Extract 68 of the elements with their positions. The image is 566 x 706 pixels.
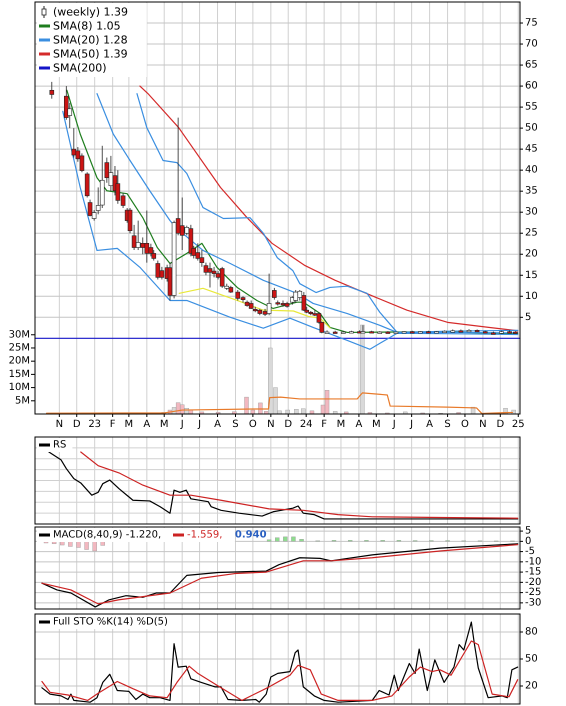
- legend-label: SMA(200): [53, 62, 107, 74]
- x-tick-label: A: [143, 419, 150, 430]
- y-tick-label: 15: [525, 270, 538, 281]
- legend-label: (weekly) 1.39: [53, 6, 128, 18]
- x-tick-label: J: [180, 419, 184, 430]
- y-tick-label: -20: [525, 576, 542, 588]
- y-tick-label: -15: [525, 566, 542, 578]
- y2-tick-label: 20M: [8, 356, 30, 367]
- x-tick-label: O: [248, 419, 257, 430]
- x-tick-label: J: [197, 419, 202, 430]
- x-tick-label: S: [232, 419, 239, 430]
- y-tick-label: 20: [525, 680, 538, 692]
- x-tick-label: N: [267, 419, 275, 430]
- y-tick-label: -30: [525, 597, 542, 608]
- x-tick-label: S: [444, 419, 451, 430]
- x-tick-label: J: [392, 419, 396, 430]
- legend-label: SMA(50) 1.39: [53, 48, 128, 60]
- y-tick-label: 25: [525, 228, 538, 239]
- y-tick-label: 30: [525, 206, 538, 218]
- y-tick-label: 0: [525, 536, 532, 547]
- legend-label: -1.559,: [187, 530, 222, 540]
- y-tick-label: 80: [525, 626, 538, 638]
- x-tick-label: J: [409, 419, 414, 430]
- y-tick-label: 65: [525, 60, 538, 71]
- x-tick-label: F: [321, 419, 328, 430]
- y-tick-label: 5: [525, 312, 532, 323]
- legend-label: MACD(8,40,9) -1.220,: [53, 530, 162, 540]
- x-tick-label: A: [214, 419, 222, 430]
- y2-tick-label: 10M: [8, 382, 30, 394]
- x-tick-label: D: [496, 419, 504, 430]
- legend-label: RS: [53, 440, 66, 450]
- x-tick-label: D: [284, 419, 292, 430]
- x-tick-label: M: [124, 419, 134, 430]
- x-tick-label: O: [461, 419, 470, 430]
- x-tick-label: M: [372, 419, 381, 430]
- y2-tick-label: 25M: [8, 342, 30, 354]
- y2-tick-label: 30M: [8, 329, 30, 340]
- y-tick-label: 10: [525, 290, 538, 302]
- x-tick-label: M: [336, 419, 346, 430]
- y-tick-label: 50: [525, 654, 538, 664]
- y-tick-label: -25: [525, 587, 542, 598]
- y-tick-label: 45: [525, 144, 538, 155]
- x-tick-label: 24: [300, 419, 313, 430]
- y-tick-label: 60: [525, 80, 538, 92]
- x-tick-label: N: [56, 419, 64, 430]
- y-tick-label: 70: [525, 38, 538, 50]
- legend-label: SMA(20) 1.28: [53, 34, 128, 46]
- y-tick-label: -5: [525, 546, 535, 558]
- y-tick-label: 35: [525, 186, 538, 197]
- x-tick-label: D: [72, 419, 81, 430]
- y-tick-label: -10: [525, 556, 542, 568]
- annotation: 0.940: [234, 530, 267, 540]
- y-tick-label: 75: [525, 18, 538, 29]
- x-tick-label: F: [110, 419, 116, 430]
- y-tick-label: 40: [525, 164, 538, 176]
- x-tick-label: M: [160, 419, 169, 430]
- y-tick-label: 5: [525, 526, 532, 537]
- x-tick-label: A: [355, 419, 362, 430]
- legend-label: Full STO %K(14) %D(5): [53, 616, 168, 628]
- y-tick-label: 20: [525, 248, 538, 260]
- y2-tick-label: 5M: [15, 395, 30, 406]
- legend-label: SMA(8) 1.05: [53, 20, 121, 32]
- y-tick-label: 55: [525, 102, 538, 113]
- x-tick-label: N: [479, 419, 487, 430]
- x-tick-label: A: [426, 419, 434, 430]
- x-tick-label: 23: [88, 419, 102, 430]
- y-tick-label: 50: [525, 122, 538, 134]
- y2-tick-label: 15M: [8, 368, 30, 380]
